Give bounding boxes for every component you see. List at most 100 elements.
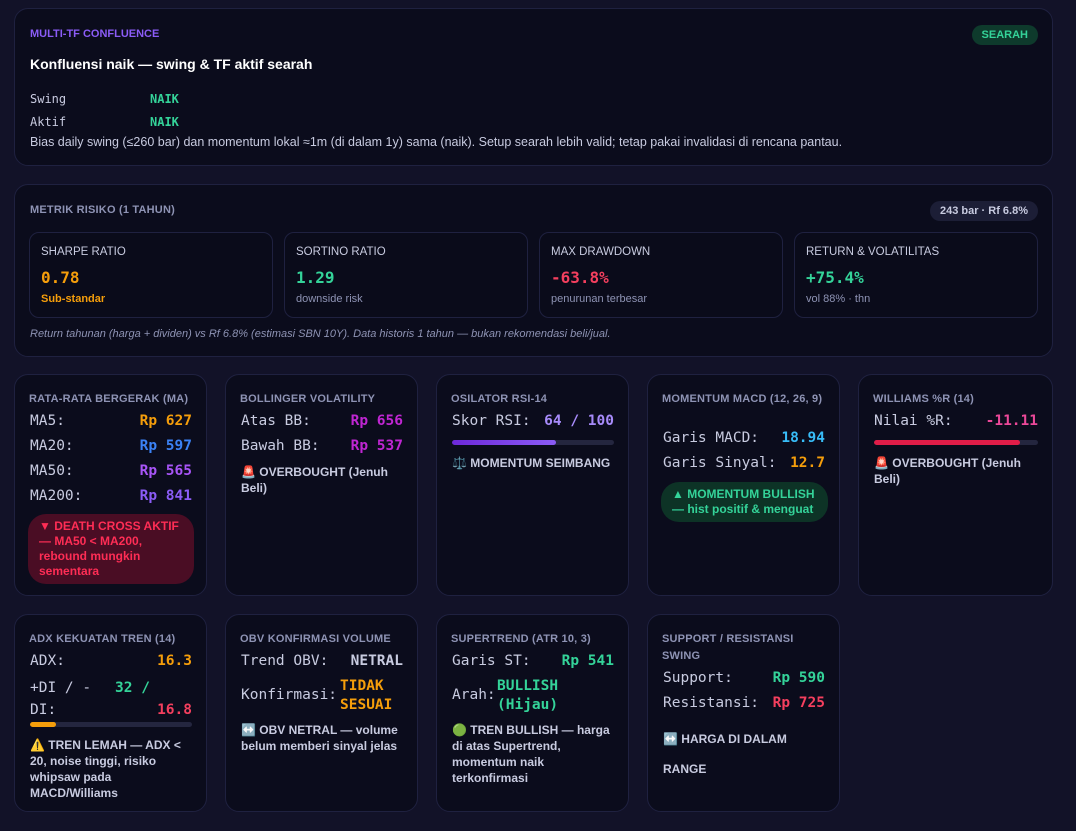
ma-value: Rp 597 — [139, 438, 192, 454]
st-dir-label: Arah: — [452, 687, 496, 703]
risk-title: METRIK RISIKO (1 TAHUN) — [30, 204, 175, 216]
williams-bar — [874, 440, 1038, 445]
metric-title: RETURN & VOLATILITAS — [806, 246, 940, 258]
support-row: Support: Rp 590 — [663, 670, 825, 686]
st-signal: 🟢 TREN BULLISH — harga di atas Supertren… — [452, 723, 610, 785]
metric-return: RETURN & VOLATILITAS +75.4% vol 88% · th… — [794, 232, 1038, 318]
metric-sub: vol 88% · thn — [806, 293, 871, 305]
card-title: MOMENTUM MACD (12, 26, 9) — [662, 393, 823, 405]
ma-row: MA5: Rp 627 — [30, 413, 192, 429]
card-rsi: OSILATOR RSI-14 Skor RSI: 64 / 100 ⚖️ MOM… — [436, 374, 629, 596]
support-label: Support: — [663, 670, 733, 686]
williams-value: -11.11 — [985, 413, 1038, 429]
metric-title: MAX DRAWDOWN — [551, 246, 651, 258]
risk-panel: METRIK RISIKO (1 TAHUN) 243 bar · Rf 6.8… — [14, 184, 1053, 357]
ma-row: MA20: Rp 597 — [30, 438, 192, 454]
ma-label: MA200: — [30, 488, 83, 504]
card-moving-average: RATA-RATA BERGERAK (MA) MA5: Rp 627 MA20:… — [14, 374, 207, 596]
ma-value: Rp 565 — [139, 463, 192, 479]
card-title: SUPERTREND (ATR 10, 3) — [451, 633, 591, 645]
card-title: SUPPORT / RESISTANSI SWING — [662, 633, 794, 662]
bb-lower-label: Bawah BB: — [241, 438, 320, 454]
williams-bar-fill — [874, 440, 1020, 445]
confluence-tag: MULTI-TF CONFLUENCE — [30, 28, 160, 40]
resistance-value: Rp 725 — [772, 695, 825, 711]
rsi-label: Skor RSI: — [452, 413, 531, 429]
risk-badge: 243 bar · Rf 6.8% — [929, 201, 1038, 221]
metric-sortino: SORTINO RATIO 1.29 downside risk — [284, 232, 528, 318]
metric-drawdown: MAX DRAWDOWN -63.8% penurunan terbesar — [539, 232, 783, 318]
macd-signal-value: 12.7 — [790, 455, 825, 471]
active-label: Aktif — [30, 115, 67, 129]
support-value: Rp 590 — [772, 670, 825, 686]
st-dir-value: BULLISH (Hijau) — [497, 678, 559, 713]
card-obv: OBV KONFIRMASI VOLUME Trend OBV: NETRAL K… — [225, 614, 418, 812]
active-value: NAIK — [150, 115, 179, 129]
rsi-value: 64 / 100 — [544, 413, 614, 429]
obv-trend-row: Trend OBV: NETRAL — [241, 653, 403, 669]
ma-value: Rp 627 — [139, 413, 192, 429]
metric-value: 0.78 — [41, 268, 80, 287]
adx-bar — [30, 722, 192, 727]
swing-row: Swing NAIK — [30, 92, 179, 106]
ma-row: MA200: Rp 841 — [30, 488, 192, 504]
sr-signal-line2: RANGE — [663, 762, 707, 776]
rsi-bar-fill — [452, 440, 556, 445]
ma-value: Rp 841 — [139, 488, 192, 504]
obv-signal: ↔️ OBV NETRAL — volume belum memberi sin… — [241, 723, 398, 753]
metric-sub: downside risk — [296, 293, 363, 305]
di-label: +DI / -DI: — [30, 680, 92, 718]
resistance-row: Resistansi: Rp 725 — [663, 695, 825, 711]
card-supertrend: SUPERTREND (ATR 10, 3) Garis ST: Rp 541 A… — [436, 614, 629, 812]
obv-trend-label: Trend OBV: — [241, 653, 329, 669]
obv-trend-value: NETRAL — [350, 653, 403, 669]
macd-row: Garis MACD: 18.94 — [663, 430, 825, 446]
ma-row: MA50: Rp 565 — [30, 463, 192, 479]
metric-value: +75.4% — [806, 268, 864, 287]
confluence-description: Bias daily swing (≤260 bar) dan momentum… — [30, 135, 843, 149]
resistance-label: Resistansi: — [663, 695, 760, 711]
card-title: WILLIAMS %R (14) — [873, 393, 974, 405]
ma-label: MA50: — [30, 463, 74, 479]
macd-signal-row: Garis Sinyal: 12.7 — [663, 455, 825, 471]
di-plus-value: 32 / — [115, 680, 150, 696]
card-williams: WILLIAMS %R (14) Nilai %R: -11.11 🚨 OVERB… — [858, 374, 1053, 596]
bb-upper-row: Atas BB: Rp 656 — [241, 413, 403, 429]
metric-sub: penurunan terbesar — [551, 293, 648, 305]
obv-conf-label: Konfirmasi: — [241, 687, 338, 703]
sr-signal-line1: ↔️ HARGA DI DALAM — [663, 732, 787, 746]
rsi-row: Skor RSI: 64 / 100 — [452, 413, 614, 429]
st-value: Rp 541 — [561, 653, 614, 669]
card-bollinger: BOLLINGER VOLATILITY Atas BB: Rp 656 Bawa… — [225, 374, 418, 596]
macd-label: Garis MACD: — [663, 430, 760, 446]
adx-row: ADX: 16.3 — [30, 653, 192, 669]
metric-sharpe: SHARPE RATIO 0.78 Sub-standar — [29, 232, 273, 318]
confluence-panel: MULTI-TF CONFLUENCE SEARAH Konfluensi na… — [14, 8, 1053, 166]
macd-signal-label: Garis Sinyal: — [663, 455, 777, 471]
metric-title: SORTINO RATIO — [296, 246, 386, 258]
st-row: Garis ST: Rp 541 — [452, 653, 614, 669]
card-title: OSILATOR RSI-14 — [451, 393, 548, 405]
ma-label: MA5: — [30, 413, 65, 429]
card-title: RATA-RATA BERGERAK (MA) — [29, 393, 189, 405]
confluence-badge: SEARAH — [971, 25, 1038, 45]
macd-value: 18.94 — [781, 430, 825, 446]
card-macd: MOMENTUM MACD (12, 26, 9) Garis MACD: 18.… — [647, 374, 840, 596]
st-label: Garis ST: — [452, 653, 531, 669]
obv-conf-value: TIDAK SESUAI — [340, 678, 393, 713]
metric-value: 1.29 — [296, 268, 335, 287]
williams-signal: 🚨 OVERBOUGHT (Jenuh Beli) — [874, 456, 1021, 486]
card-adx: ADX KEKUATAN TREN (14) ADX: 16.3 +DI / -D… — [14, 614, 207, 812]
macd-signal: ▲ MOMENTUM BULLISH — hist positif & meng… — [661, 482, 828, 522]
card-title: OBV KONFIRMASI VOLUME — [240, 633, 391, 645]
di-minus-value: 16.8 — [157, 702, 192, 718]
bb-lower-value: Rp 537 — [350, 438, 403, 454]
metric-title: SHARPE RATIO — [41, 246, 126, 258]
card-support-resistance: SUPPORT / RESISTANSI SWING Support: Rp 59… — [647, 614, 840, 812]
rsi-signal: ⚖️ MOMENTUM SEIMBANG — [452, 456, 611, 470]
rsi-bar — [452, 440, 614, 445]
adx-signal: ⚠️ TREN LEMAH — ADX < 20, noise tinggi, … — [30, 738, 181, 800]
death-cross-signal: ▼ DEATH CROSS AKTIF — MA50 < MA200, rebo… — [28, 514, 194, 584]
active-row: Aktif NAIK — [30, 115, 179, 129]
adx-value: 16.3 — [157, 653, 192, 669]
